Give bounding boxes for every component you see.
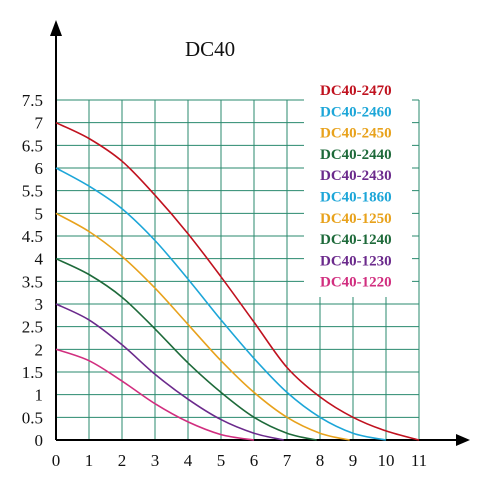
series-line-dc40-1250 bbox=[55, 212, 350, 441]
legend-entry: DC40-2430 bbox=[320, 168, 392, 184]
x-tick-label: 9 bbox=[349, 451, 358, 470]
y-tick-labels: 0 0.5 1 1.5 2 2.5 3 3.5 4 4.5 5 5.5 6 6.5 7 7.5 bbox=[22, 91, 44, 450]
y-tick-label: 4.5 bbox=[22, 227, 43, 246]
legend-entry: DC40-2440 bbox=[320, 147, 392, 163]
y-tick-label: 6 bbox=[35, 159, 44, 178]
legend-entry: DC40-1220 bbox=[320, 275, 392, 291]
y-tick-label: 3 bbox=[35, 295, 44, 314]
series-line-dc40-1230 bbox=[55, 303, 284, 441]
y-tick-label: 7 bbox=[35, 114, 44, 133]
x-tick-label: 6 bbox=[250, 451, 259, 470]
legend-entry: DC40-1230 bbox=[320, 253, 392, 269]
x-tick-label: 3 bbox=[151, 451, 160, 470]
x-tick-label: 4 bbox=[184, 451, 193, 470]
y-tick-label: 6.5 bbox=[22, 136, 43, 155]
y-tick-label: 2.5 bbox=[22, 318, 43, 337]
chart-title: DC40 bbox=[185, 37, 235, 61]
y-tick-label: 5.5 bbox=[22, 182, 43, 201]
legend-entry: DC40-2450 bbox=[320, 126, 392, 142]
axes bbox=[50, 20, 470, 446]
series-line-dc40-2470 bbox=[55, 121, 420, 441]
x-tick-label: 7 bbox=[283, 451, 292, 470]
legend-entry: DC40-1250 bbox=[320, 211, 392, 227]
series-line-dc40-2460 bbox=[55, 167, 387, 441]
legend-entry: DC40-2460 bbox=[320, 104, 392, 120]
y-tick-label: 5 bbox=[35, 204, 44, 223]
x-tick-label: 5 bbox=[217, 451, 226, 470]
y-tick-label: 7.5 bbox=[22, 91, 43, 110]
x-tick-label: 10 bbox=[378, 451, 395, 470]
legend: DC40-2470 DC40-2460 DC40-2450 DC40-2440 DC40… bbox=[304, 73, 412, 297]
y-tick-label: 1.5 bbox=[22, 363, 43, 382]
series-line-dc40-1220 bbox=[55, 348, 255, 441]
x-tick-label: 8 bbox=[316, 451, 325, 470]
legend-entry: DC40-1240 bbox=[320, 232, 392, 248]
y-tick-label: 4 bbox=[35, 250, 44, 269]
series-lines bbox=[55, 121, 420, 441]
x-tick-label: 11 bbox=[411, 451, 427, 470]
y-axis-arrow bbox=[50, 20, 62, 36]
y-tick-label: 2 bbox=[35, 340, 44, 359]
legend-entry: DC40-2470 bbox=[320, 83, 392, 99]
x-axis-arrow bbox=[456, 434, 470, 446]
series-line-dc40-1240 bbox=[55, 257, 317, 441]
y-tick-label: 1 bbox=[35, 386, 44, 405]
x-tick-labels: 0 1 2 3 4 5 6 7 8 9 10 11 bbox=[52, 451, 427, 470]
y-tick-label: 3.5 bbox=[22, 272, 43, 291]
x-tick-label: 2 bbox=[118, 451, 127, 470]
legend-entry: DC40-1860 bbox=[320, 190, 392, 206]
x-tick-label: 0 bbox=[52, 451, 61, 470]
y-tick-label: 0 bbox=[35, 431, 44, 450]
y-tick-label: 0.5 bbox=[22, 408, 43, 427]
legend-box bbox=[304, 73, 412, 297]
x-tick-label: 1 bbox=[85, 451, 94, 470]
